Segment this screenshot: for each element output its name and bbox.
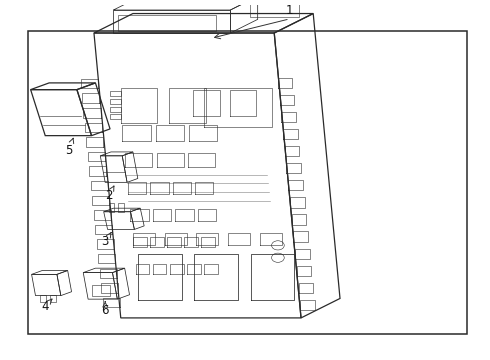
Text: 3: 3 [101, 233, 111, 248]
Bar [110, 114, 121, 120]
Text: 1: 1 [286, 4, 294, 17]
Bar [110, 107, 121, 112]
Bar [50, 295, 56, 302]
Bar [118, 203, 124, 212]
Text: 4: 4 [42, 299, 52, 313]
Bar [40, 295, 46, 302]
Bar [109, 203, 115, 212]
Text: 5: 5 [65, 138, 74, 157]
Bar [28, 31, 466, 334]
Bar [110, 99, 121, 104]
Bar [92, 285, 110, 296]
Text: 2: 2 [105, 186, 114, 202]
Text: 6: 6 [101, 302, 109, 317]
Bar [110, 91, 121, 96]
